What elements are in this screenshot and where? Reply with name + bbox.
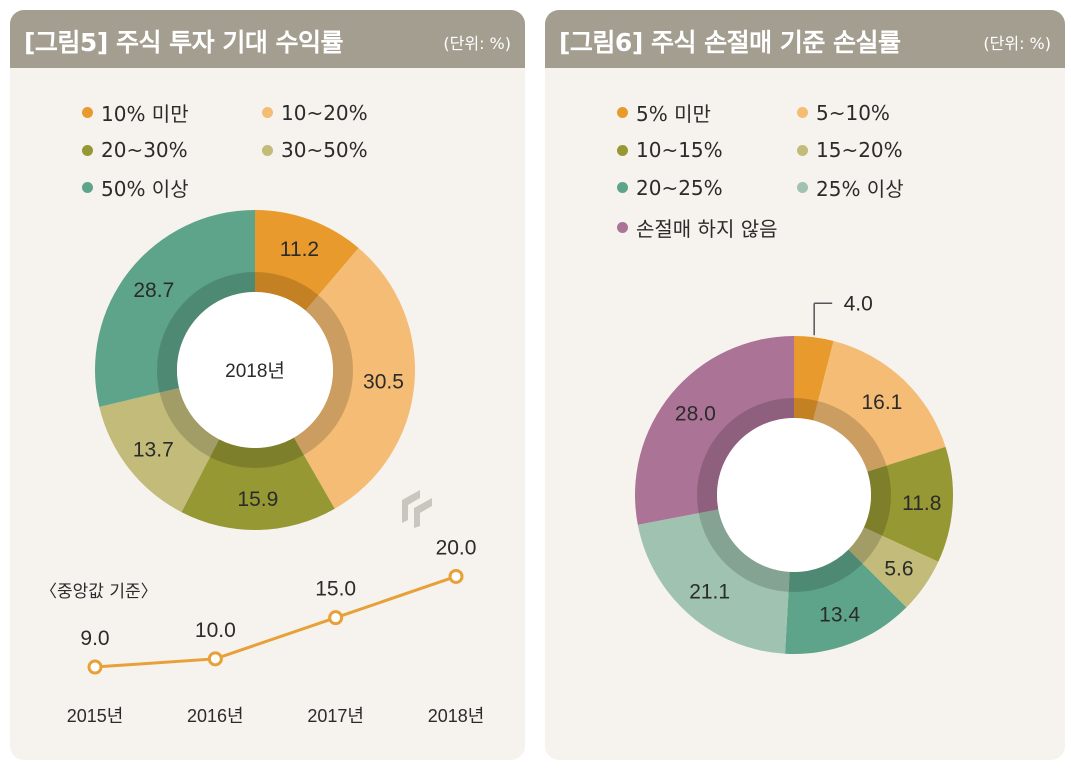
legend-label: 5% 미만 bbox=[636, 102, 711, 126]
logo-mark-icon bbox=[402, 490, 432, 528]
legend-label: 10~20% bbox=[281, 100, 368, 125]
legend-item: 50% 이상 bbox=[82, 173, 262, 202]
x-tick-label: 2017년 bbox=[307, 706, 364, 726]
legend-item: 20~30% bbox=[82, 138, 262, 162]
slice-value-label: 5.6 bbox=[884, 557, 913, 580]
line-chart-subtitle: 〈중앙값 기준〉 bbox=[40, 582, 158, 602]
slice-value-label: 11.8 bbox=[902, 492, 941, 515]
legend-swatch bbox=[617, 222, 628, 233]
legend-swatch bbox=[82, 144, 93, 156]
donut-slice bbox=[848, 527, 939, 608]
point-value-label: 10.0 bbox=[195, 619, 236, 642]
donut-hole bbox=[177, 292, 333, 448]
slice-value-label: 15.9 bbox=[237, 488, 278, 511]
line-point bbox=[448, 568, 464, 584]
slice-value-label: 13.4 bbox=[819, 604, 860, 627]
legend-label: 20~30% bbox=[101, 138, 188, 162]
line-series bbox=[94, 575, 457, 669]
legend-swatch bbox=[797, 144, 808, 156]
unit-label: (단위: %) bbox=[443, 34, 511, 53]
legend-label: 25% 이상 bbox=[816, 177, 904, 201]
slice-value-label: 13.7 bbox=[133, 438, 174, 461]
legend-item: 25% 이상 bbox=[797, 173, 977, 202]
chart-title: [그림5] 주식 투자 기대 수익률 bbox=[24, 28, 344, 57]
legend-label: 10% 미만 bbox=[101, 102, 189, 126]
line-point bbox=[207, 651, 223, 667]
donut-slice bbox=[635, 336, 794, 525]
legend-swatch bbox=[617, 107, 628, 118]
donut-chart-stop-loss: 4.0 16.1 11.8 5.6 13.4 21.1 28.0 bbox=[635, 292, 953, 654]
legend-swatch bbox=[82, 107, 93, 118]
unit-label: (단위: %) bbox=[983, 34, 1051, 53]
slice-value-label: 30.5 bbox=[363, 371, 404, 394]
slice-value-label: 21.1 bbox=[689, 580, 730, 603]
legend-item: 15~20% bbox=[797, 138, 977, 162]
panel-header: [그림5] 주식 투자 기대 수익률 (단위: %) bbox=[10, 10, 525, 68]
legend-item: 10% 미만 bbox=[82, 98, 262, 127]
point-value-label: 15.0 bbox=[315, 578, 356, 601]
x-tick-label: 2015년 bbox=[67, 706, 124, 726]
x-tick-label: 2016년 bbox=[187, 706, 244, 726]
donut-slice bbox=[637, 509, 790, 654]
legend-swatch bbox=[82, 182, 93, 193]
legend-swatch bbox=[262, 144, 273, 156]
point-value-label: 20.0 bbox=[436, 536, 477, 559]
legend-label: 손절매 하지 않음 bbox=[636, 217, 778, 241]
slice-value-label: 28.7 bbox=[133, 279, 174, 302]
legend-swatch bbox=[617, 182, 628, 193]
legend-swatch bbox=[262, 107, 273, 118]
line-point bbox=[87, 659, 103, 675]
legend-swatch bbox=[797, 182, 808, 193]
legend: 10% 미만 10~20% 20~30% 30~50% 50% 이상 bbox=[82, 98, 442, 202]
legend-swatch bbox=[617, 144, 628, 156]
donut-slice bbox=[99, 387, 220, 513]
donut-chart-expected-return: 11.2 30.5 15.9 13.7 28.7 2018년 9.0 2015년 10.0 201… bbox=[67, 210, 485, 726]
panel-header: [그림6] 주식 손절매 기준 손실률 (단위: %) bbox=[545, 10, 1065, 68]
legend-item: 30~50% bbox=[262, 138, 442, 162]
legend-item: 손절매 하지 않음 bbox=[617, 213, 797, 242]
legend-item: 5% 미만 bbox=[617, 98, 797, 127]
chart-panel-expected-return: [그림5] 주식 투자 기대 수익률 (단위: %) 10% 미만 10~20% 2… bbox=[10, 10, 525, 760]
donut-slice bbox=[785, 549, 907, 654]
donut-center-label: 2018년 bbox=[225, 360, 285, 382]
legend-item: 10~20% bbox=[262, 98, 442, 127]
legend-item: 10~15% bbox=[617, 138, 797, 162]
donut-hole bbox=[717, 418, 871, 572]
donut-slice bbox=[181, 437, 335, 530]
x-tick-label: 2018년 bbox=[428, 706, 485, 726]
donut-slice bbox=[293, 248, 416, 509]
donut-inner-ring bbox=[157, 272, 353, 468]
slice-value-label: 11.2 bbox=[280, 238, 319, 261]
legend-label: 20~25% bbox=[636, 175, 723, 200]
slice-value-label: 28.0 bbox=[675, 402, 716, 425]
line-point bbox=[328, 610, 344, 626]
legend-item: 20~25% bbox=[617, 173, 797, 202]
legend-label: 10~15% bbox=[636, 138, 723, 162]
donut-slice bbox=[255, 210, 359, 311]
legend-item: 5~10% bbox=[797, 98, 977, 127]
point-value-label: 9.0 bbox=[80, 627, 109, 650]
legend-label: 15~20% bbox=[816, 138, 903, 162]
chart-title: [그림6] 주식 손절매 기준 손실률 bbox=[559, 28, 901, 57]
donut-slice bbox=[95, 210, 255, 407]
donut-slice bbox=[794, 336, 834, 421]
legend-label: 5~10% bbox=[816, 100, 890, 125]
chart-panel-stop-loss: [그림6] 주식 손절매 기준 손실률 (단위: %) 5% 미만 5~10% 10… bbox=[545, 10, 1065, 760]
legend-label: 30~50% bbox=[281, 138, 368, 162]
slice-value-label: 16.1 bbox=[861, 391, 902, 414]
donut-inner-ring bbox=[697, 398, 891, 592]
donut-slice bbox=[863, 446, 953, 562]
legend-swatch bbox=[797, 107, 808, 118]
legend-label: 50% 이상 bbox=[101, 177, 189, 201]
donut-slice bbox=[813, 340, 946, 472]
slice-value-label: 4.0 bbox=[844, 292, 873, 315]
